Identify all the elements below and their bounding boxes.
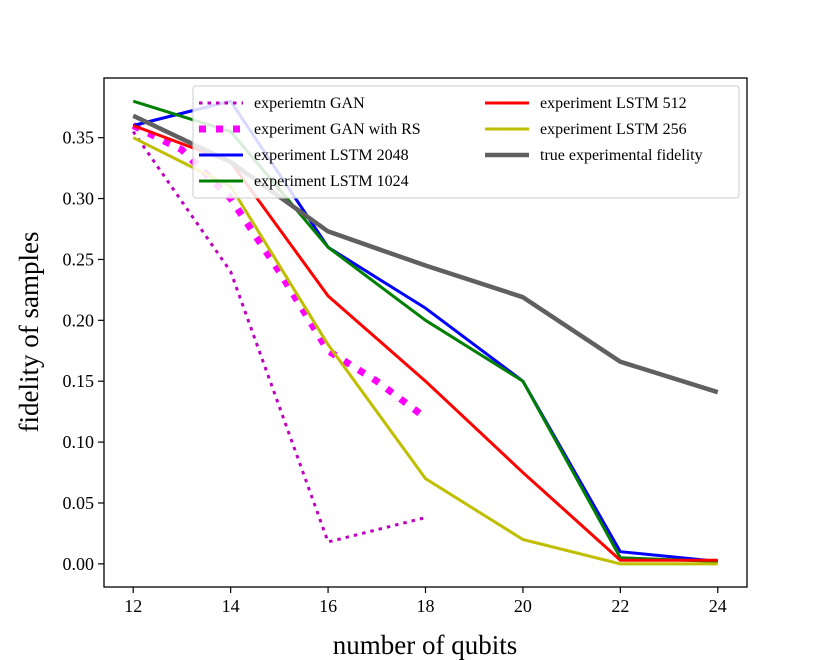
x-tick-label: 16 [319, 596, 337, 616]
x-tick-label: 24 [709, 596, 727, 616]
legend-label-6: experiment LSTM 256 [540, 121, 687, 138]
y-tick-label: 0.20 [63, 310, 95, 330]
y-tick-label: 0.25 [63, 249, 95, 269]
x-tick-label: 14 [222, 596, 240, 616]
legend-label-2: experiment GAN with RS [254, 121, 421, 138]
x-axis-label: number of qubits [333, 630, 517, 660]
series-line-6 [132, 136, 718, 566]
x-tick-label: 20 [514, 596, 532, 616]
y-tick-label: 0.05 [63, 493, 95, 513]
x-tick-label: 18 [417, 596, 435, 616]
series-line-2 [131, 122, 428, 421]
y-axis: 0.00 0.05 0.10 0.15 0.20 0.25 0.30 0.35 [63, 128, 104, 574]
y-axis-label: fidelity of samples [14, 232, 44, 433]
x-tick-label: 22 [611, 596, 629, 616]
x-axis: 12 14 16 18 20 22 24 [124, 587, 727, 616]
y-tick-label: 0.10 [63, 432, 95, 452]
legend-label-3: experiment LSTM 2048 [254, 147, 409, 164]
y-tick-label: 0.30 [63, 189, 95, 209]
legend-label-7: true experimental fidelity [540, 147, 703, 164]
y-tick-label: 0.00 [63, 554, 95, 574]
legend-label-5: experiment LSTM 512 [540, 95, 687, 112]
legend-label-4: experiment LSTM 1024 [254, 173, 409, 190]
y-tick-label: 0.35 [63, 128, 95, 148]
legend-label-1: experiemtn GAN [254, 95, 365, 112]
legend-frame [192, 85, 740, 199]
series-line-1 [131, 130, 426, 544]
legend: experiemtn GAN experiment GAN with RS expe… [192, 85, 740, 199]
y-tick-label: 0.15 [63, 371, 95, 391]
x-tick-label: 12 [124, 596, 142, 616]
